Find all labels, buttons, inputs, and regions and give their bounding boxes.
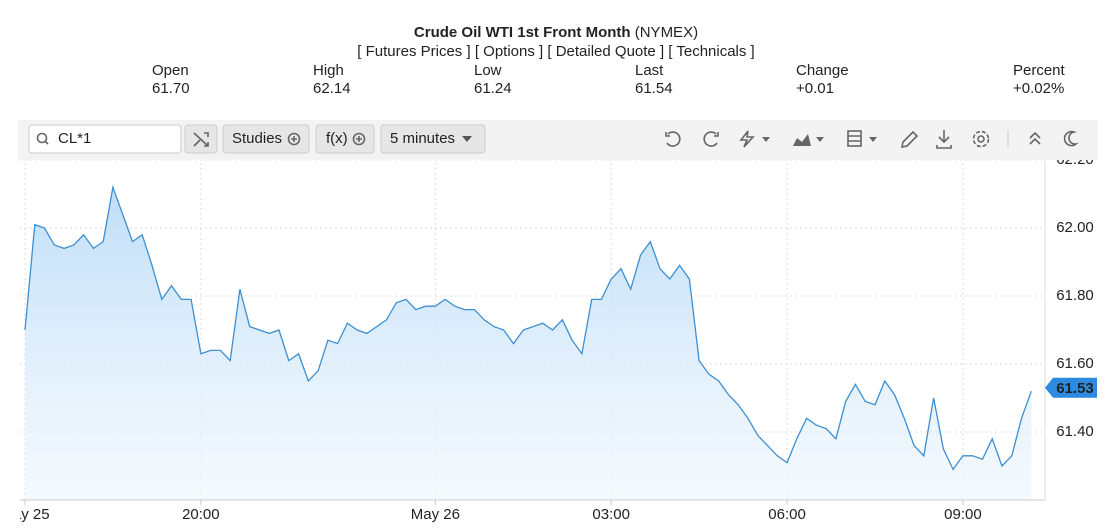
chart-title: Crude Oil WTI 1st Front Month (NYMEX) [414,24,698,41]
layout [848,135,861,142]
stat-value: +0.02% [1013,80,1064,97]
interval-select[interactable] [380,124,486,154]
fx: f(x) [326,130,348,147]
title: Crude Oil WTI 1st Front Month [414,24,631,41]
undo[interactable] [665,131,681,147]
x-tick-label: May 26 [411,506,460,523]
search-icon [44,140,49,145]
search-icon [36,132,48,144]
exchange: (NYMEX) [635,24,698,41]
x-tick-label: 09:00 [944,506,982,523]
plus-icon [356,136,362,142]
stat-label: Percent [1013,62,1066,79]
y-tick-label: 61.40 [1056,423,1094,440]
stat-value: 61.54 [635,80,673,97]
link[interactable]: [ Technicals ] [668,43,754,60]
y-tick-label: 62.00 [1056,219,1094,236]
plus-icon [352,132,366,146]
dropdown-arrow [462,136,472,142]
stat-value: 61.24 [474,80,512,97]
dropdown-arrow [762,137,770,142]
toolbar: CL*1 Studies f(x) 5 minutes [18,120,1098,160]
stat-label: Change [796,62,849,79]
last-value-badge [1045,377,1097,398]
area [25,187,1032,500]
symbol: CL*1 [58,130,91,147]
stat-label: Last [635,62,664,79]
plus-icon [291,136,297,142]
interval: 5 minutes [390,130,455,147]
fx-button[interactable] [315,124,375,154]
header: Crude Oil WTI 1st Front Month (NYMEX) [ … [152,24,1066,97]
links: [ Futures Prices ] [ Options ] [ Detaile… [357,43,754,60]
pencil[interactable] [900,130,919,149]
x-tick-label: 20:00 [182,506,220,523]
draw-tool[interactable] [739,130,755,148]
last-value-label: 61.53 [1056,380,1094,397]
x-tick-label: 06:00 [768,506,806,523]
stat-label: Open [152,62,189,79]
settings [972,130,990,148]
download[interactable] [936,130,952,149]
stat-label: High [313,62,344,79]
plus-icon [287,132,301,146]
link[interactable]: [ Options ] [475,43,543,60]
link[interactable]: [ Detailed Quote ] [547,43,664,60]
y-tick-label: 61.60 [1056,355,1094,372]
x-tick-label: May 25 [0,506,49,523]
dropdown-arrow [869,137,877,142]
search-box[interactable] [28,124,182,154]
y-tick-label: 61.80 [1056,287,1094,304]
theme[interactable] [1063,130,1079,147]
chart: May 25 20:00 May 26 03:00 06:00 09:00 61.40 61.… [0,151,1097,523]
studies: Studies [232,130,282,147]
dropdown-arrow [816,137,824,142]
stat-value: 62.14 [313,80,351,97]
stat-value: +0.01 [796,80,834,97]
stat-value: 61.70 [152,80,190,97]
redo[interactable] [703,131,719,147]
chart-type[interactable] [793,134,811,146]
layout[interactable] [847,130,862,147]
line [24,184,1032,471]
studies-button[interactable] [222,124,310,154]
settings[interactable] [977,135,985,143]
link[interactable]: [ Futures Prices ] [357,43,470,60]
collapse[interactable] [1029,131,1041,145]
stat-label: Low [474,62,502,79]
x-tick-label: 03:00 [592,506,630,523]
compare-icon [193,132,209,147]
